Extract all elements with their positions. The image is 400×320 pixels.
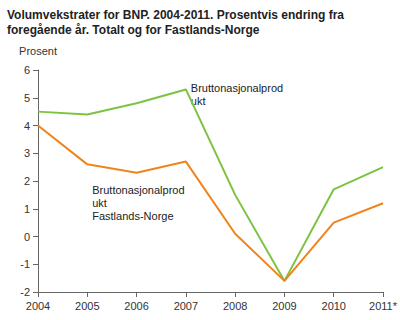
- svg-text:2004: 2004: [26, 300, 50, 312]
- svg-text:foregående år. Totalt og for F: foregående år. Totalt og for Fastlands-N…: [7, 23, 260, 37]
- svg-text:Volumvekstrater for BNP. 2004-: Volumvekstrater for BNP. 2004-2011. Pros…: [7, 8, 347, 22]
- svg-text:2008: 2008: [223, 300, 247, 312]
- svg-text:Fastlands-Norge: Fastlands-Norge: [92, 210, 173, 222]
- svg-text:1: 1: [24, 203, 30, 215]
- svg-text:4: 4: [24, 120, 30, 132]
- svg-text:2010: 2010: [321, 300, 345, 312]
- svg-text:2011*: 2011*: [369, 300, 398, 312]
- svg-text:ukt: ukt: [92, 197, 110, 209]
- svg-text:-1: -1: [20, 258, 30, 270]
- svg-text:ukt: ukt: [190, 94, 206, 107]
- svg-text:2005: 2005: [75, 300, 99, 312]
- svg-text:Bruttonasjonalprod: Bruttonasjonalprod: [92, 184, 184, 196]
- svg-text:0: 0: [24, 231, 30, 243]
- svg-text:5: 5: [24, 92, 30, 104]
- svg-text:-2: -2: [20, 286, 30, 298]
- svg-text:Prosent: Prosent: [19, 45, 57, 57]
- svg-text:Bruttonasjonalprod: Bruttonasjonalprod: [191, 82, 283, 94]
- svg-text:6: 6: [24, 64, 30, 76]
- svg-text:2007: 2007: [174, 300, 198, 312]
- svg-text:2: 2: [24, 175, 30, 187]
- svg-text:2009: 2009: [272, 300, 296, 312]
- svg-text:2006: 2006: [124, 300, 148, 312]
- svg-text:3: 3: [24, 147, 30, 159]
